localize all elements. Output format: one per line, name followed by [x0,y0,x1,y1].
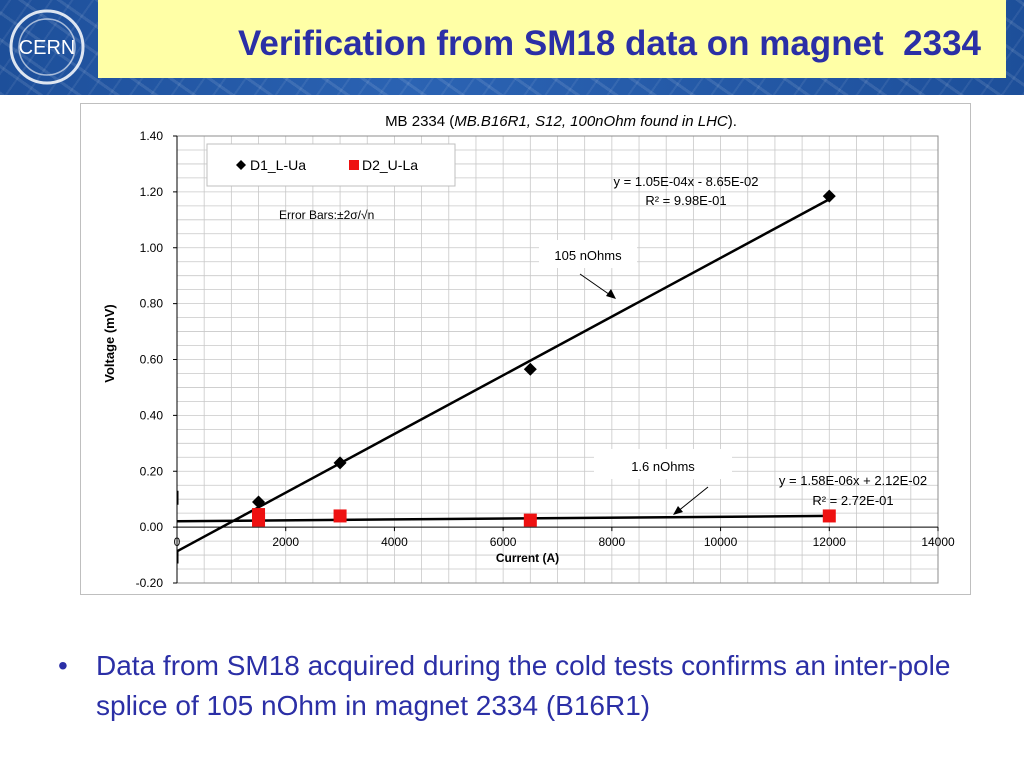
error-bars-note: Error Bars:±2σ/√n [279,208,374,222]
chart-title-prefix: MB 2334 ( [385,113,454,130]
x-axis-title: Current (A) [496,551,559,565]
data-point-d2 [333,509,347,523]
scatter-chart: -0.20 0.00 0.20 0.40 0.60 0.80 1.00 1.20 1.40 0 20… [102,113,955,590]
chart-title: MB 2334 (MB.B16R1, S12, 100nOhm found in… [385,113,737,130]
data-point-d1 [333,456,347,470]
data-point-d2 [252,513,266,527]
legend-box [206,143,456,187]
slide-title: Verification from SM18 data on magnet 23… [238,24,981,63]
legend-marker-d2 [349,160,359,170]
trendline-d1 [176,198,830,553]
data-point-d2 [822,509,836,523]
y-tick-label: 1.20 [140,185,164,199]
legend-marker-d1 [236,160,246,170]
equation-d2: y = 1.58E-06x + 2.12E-02 [779,473,927,488]
x-tick-label: 2000 [272,535,299,549]
label-box-bottom [594,449,732,479]
title-box: Verification from SM18 data on magnet 23… [98,0,1006,78]
bullet-point: • Data from SM18 acquired during the col… [58,646,998,726]
y-tick-label: 0.20 [140,464,164,478]
x-tick-label: 0 [174,535,181,549]
y-tick-label: 0.80 [140,297,164,311]
x-tick-label: 4000 [381,535,408,549]
x-tick-label: 8000 [599,535,626,549]
annotation-arrow-bottom [676,486,709,513]
data-point-d2 [523,513,537,527]
header-banner: CERN Verification from SM18 data on magn… [0,0,1024,95]
equation-d1: y = 1.05E-04x - 8.65E-02 [614,174,759,189]
x-tick-label: 12000 [813,535,847,549]
x-tick-label: 6000 [490,535,517,549]
data-point-d1 [822,189,836,203]
y-tick-label: 0.40 [140,408,164,422]
annotation-arrow-top [579,273,614,298]
bullet-dot: • [58,650,68,681]
arrowhead-bottom [673,506,683,515]
cern-logo: CERN [9,9,85,85]
y-tick-label: 1.40 [140,129,164,143]
r2-d1: R² = 9.98E-01 [645,193,726,208]
label-1-6-nohms: 1.6 nOhms [631,459,695,474]
logo-text: CERN [19,37,76,59]
chart-title-italic: MB.B16R1, S12, 100nOhm found in LHC [454,113,728,130]
y-axis-title: Voltage (mV) [102,304,117,383]
label-box-top [539,240,637,268]
data-point-d1 [252,495,266,509]
bullet-text: Data from SM18 acquired during the cold … [96,650,951,721]
arrowhead-top [606,289,616,299]
chart-frame: -0.20 0.00 0.20 0.40 0.60 0.80 1.00 1.20 1.40 0 20… [80,103,971,595]
legend-label-d1: D1_L-Ua [250,157,306,173]
x-tick-label: 10000 [704,535,738,549]
y-tick-label: 0.00 [140,520,164,534]
y-tick-label: -0.20 [136,576,164,590]
y-tick-label: 0.60 [140,353,164,367]
x-tick-label: 14000 [921,535,955,549]
legend-label-d2: D2_U-La [362,157,418,173]
r2-d2: R² = 2.72E-01 [812,493,893,508]
data-point-d1 [523,362,537,376]
label-105-nohms: 105 nOhms [554,248,622,263]
trendline-d2 [176,514,830,523]
chart-title-suffix: ). [728,113,737,130]
y-tick-label: 1.00 [140,241,164,255]
